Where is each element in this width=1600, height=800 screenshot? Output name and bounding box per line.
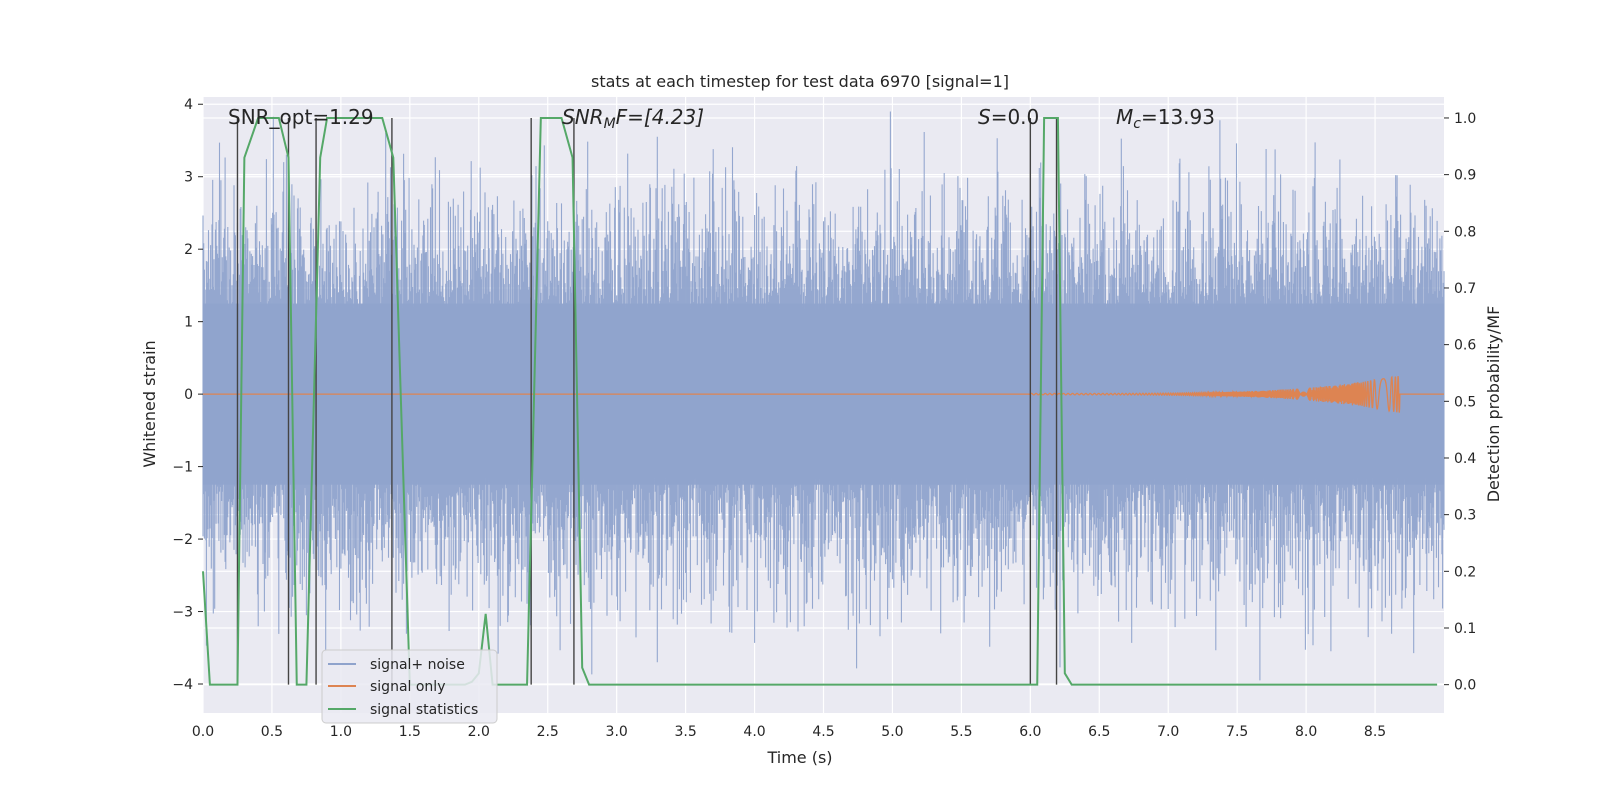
annotation-mc-name: M <box>1116 105 1133 129</box>
x-tick-label: 8.5 <box>1364 724 1386 740</box>
annotation-s-value: =0.0 <box>991 105 1040 129</box>
x-tick-label: 7.0 <box>1157 724 1179 740</box>
annotation-s: S=0.0 <box>978 105 1039 129</box>
chart-title: stats at each timestep for test data 697… <box>591 72 1009 91</box>
legend-label-signal: signal only <box>370 679 445 695</box>
y-right-tick-label: 0.0 <box>1454 678 1476 694</box>
x-tick-label: 0.0 <box>192 724 214 740</box>
y-right-tick-label: 0.7 <box>1454 281 1476 297</box>
x-tick-label: 8.0 <box>1295 724 1317 740</box>
y-right-tick-label: 0.6 <box>1454 338 1476 354</box>
x-tick-label: 0.5 <box>261 724 283 740</box>
x-tick-label: 2.5 <box>537 724 559 740</box>
y-right-tick-label: 0.1 <box>1454 621 1476 637</box>
y-right-tick-label: 0.5 <box>1454 394 1476 410</box>
x-axis-ticks: 0.0 0.5 1.0 1.5 2.0 2.5 3.0 3.5 4.0 4.5 5.0 5.5 6.0 6… <box>192 724 1386 740</box>
annotation-snr-mf-prefix: SNR <box>562 105 604 129</box>
x-tick-label: 3.5 <box>674 724 696 740</box>
annotation-snr-mf-sub: M <box>604 116 616 132</box>
y-left-tick-label: 2 <box>184 242 193 258</box>
x-tick-label: 4.5 <box>812 724 834 740</box>
legend-label-stats: signal statistics <box>370 702 478 718</box>
signal-trace <box>203 375 1445 413</box>
x-tick-label: 6.5 <box>1088 724 1110 740</box>
x-axis-label: Time (s) <box>766 748 832 767</box>
y-right-tick-label: 0.8 <box>1454 224 1476 240</box>
legend-label-noise: signal+ noise <box>370 657 465 673</box>
annotation-mc-value: =13.93 <box>1141 105 1215 129</box>
y-right-tick-label: 0.2 <box>1454 564 1476 580</box>
x-tick-label: 1.0 <box>330 724 352 740</box>
y-left-axis-label: Whitened strain <box>140 340 159 467</box>
y-left-tick-label: 1 <box>184 315 193 331</box>
annotation-mc-sub: c <box>1133 116 1141 132</box>
y-left-axis-ticks: 4 3 2 1 0 −1 −2 −3 −4 <box>172 97 203 693</box>
legend: signal+ noise signal only signal statist… <box>321 649 498 724</box>
x-tick-label: 7.5 <box>1226 724 1248 740</box>
annotation-s-name: S <box>978 105 991 129</box>
y-left-tick-label: −4 <box>172 677 193 693</box>
y-left-tick-label: 0 <box>184 387 193 403</box>
y-right-tick-label: 0.3 <box>1454 508 1476 524</box>
legend-box <box>321 649 498 724</box>
x-tick-label: 3.0 <box>606 724 628 740</box>
y-left-tick-label: −1 <box>172 460 193 476</box>
y-right-tick-label: 0.4 <box>1454 451 1476 467</box>
x-tick-label: 5.5 <box>950 724 972 740</box>
y-left-tick-label: 3 <box>184 170 193 186</box>
signal-only-series <box>203 375 1445 413</box>
x-tick-label: 2.0 <box>468 724 490 740</box>
annotation-mc: Mc=13.93 <box>1116 105 1215 132</box>
y-right-tick-label: 0.9 <box>1454 168 1476 184</box>
x-tick-label: 5.0 <box>881 724 903 740</box>
y-right-axis-label: Detection probability/MF <box>1484 306 1503 503</box>
y-left-tick-label: −2 <box>172 532 193 548</box>
x-tick-label: 6.0 <box>1019 724 1041 740</box>
y-left-tick-label: −3 <box>172 605 193 621</box>
y-right-tick-label: 1.0 <box>1454 111 1476 127</box>
annotation-snr-mf: SNRMF=[4.23] <box>562 105 704 132</box>
annotation-snr-opt: SNR_opt=1.29 <box>228 105 374 129</box>
x-tick-label: 4.0 <box>743 724 765 740</box>
y-right-axis-ticks: 1.0 0.9 0.8 0.7 0.6 0.5 0.4 0.3 0.2 0.1 0.0 <box>1444 111 1476 694</box>
x-tick-label: 1.5 <box>399 724 421 740</box>
annotation-snr-mf-suffix: F=[4.23] <box>616 105 704 129</box>
y-left-tick-label: 4 <box>184 97 193 113</box>
